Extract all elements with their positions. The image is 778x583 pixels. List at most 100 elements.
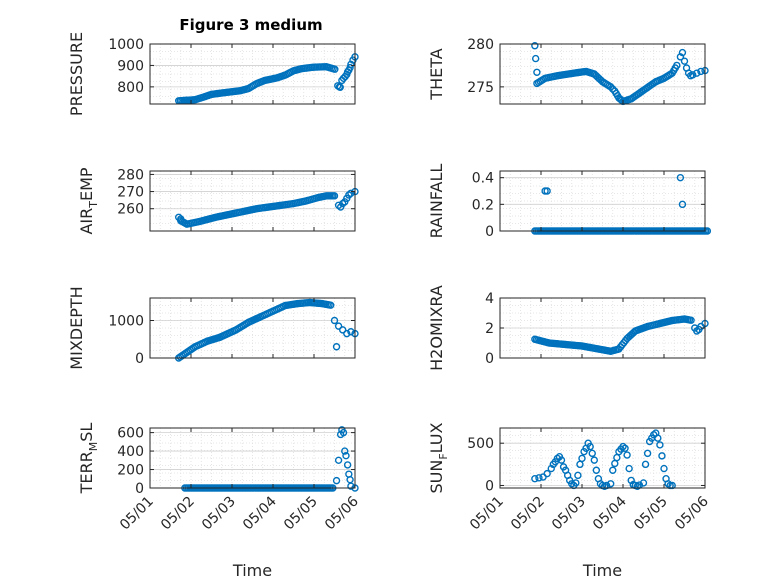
y-axis-label-subscript: M bbox=[87, 442, 100, 452]
data-point bbox=[687, 316, 695, 324]
data-point bbox=[588, 449, 596, 458]
data-point bbox=[678, 200, 687, 209]
axes-frame bbox=[149, 427, 356, 489]
subplot-pressure: 800 900 1000 PRESSURE bbox=[67, 32, 359, 116]
data-point bbox=[347, 328, 355, 336]
data-point bbox=[609, 466, 617, 474]
data-point bbox=[673, 61, 681, 70]
data-point bbox=[621, 444, 629, 452]
subplot-rainfall: 0 0.2 0.4 RAINFALL bbox=[427, 164, 712, 240]
data-point bbox=[339, 428, 348, 437]
axes-frame bbox=[499, 427, 706, 489]
data-point bbox=[543, 469, 551, 478]
data-point bbox=[342, 451, 350, 460]
y-tick-label: 280 bbox=[117, 167, 144, 183]
data-point bbox=[578, 454, 586, 463]
y-tick-label: 0 bbox=[485, 478, 494, 494]
data-point bbox=[574, 471, 582, 480]
data-point bbox=[586, 442, 594, 451]
y-tick-label: 275 bbox=[467, 80, 494, 96]
y-axis-label-main: AIR bbox=[77, 208, 96, 235]
y-axis-label: TERRMSL bbox=[77, 423, 100, 495]
subplot-theta: 275 280 THETA bbox=[427, 37, 709, 106]
data-point bbox=[609, 85, 617, 93]
y-tick-label: 0 bbox=[135, 481, 144, 497]
data-point bbox=[654, 434, 662, 442]
data-point bbox=[680, 57, 689, 65]
y-tick-label: 800 bbox=[117, 80, 144, 96]
y-tick-label: 0 bbox=[135, 351, 144, 367]
data-point bbox=[177, 215, 185, 223]
data-point bbox=[658, 452, 666, 460]
data-point bbox=[327, 301, 335, 309]
y-tick-label: 4 bbox=[485, 291, 494, 307]
data-point bbox=[533, 68, 541, 76]
y-tick-label: 900 bbox=[117, 58, 144, 74]
data-point bbox=[330, 316, 339, 325]
data-point bbox=[531, 42, 539, 50]
data-point bbox=[331, 65, 339, 73]
y-axis-label-tail: EMP bbox=[77, 167, 96, 201]
data-point bbox=[531, 475, 539, 483]
data-point bbox=[639, 479, 648, 487]
y-tick-label: 0.2 bbox=[472, 197, 494, 213]
y-tick-label: 500 bbox=[467, 436, 494, 452]
y-axis-label-tail: SL bbox=[77, 423, 96, 442]
data-point bbox=[543, 187, 551, 195]
y-axis-label: RAINFALL bbox=[427, 164, 446, 239]
axes-frame bbox=[149, 43, 356, 105]
data-point bbox=[676, 173, 685, 182]
data-point bbox=[332, 476, 341, 485]
data-point bbox=[641, 460, 650, 469]
y-tick-label: 600 bbox=[117, 426, 144, 442]
y-axis-label-main: THETA bbox=[427, 48, 446, 100]
y-axis-label-main: SUN bbox=[427, 460, 446, 494]
y-axis-label-main: MIXDEPTH bbox=[67, 286, 86, 369]
y-axis-label-main: H2OMIXRA bbox=[427, 285, 446, 371]
y-axis-label: PRESSURE bbox=[67, 32, 86, 116]
data-point bbox=[697, 67, 705, 76]
data-point bbox=[678, 48, 687, 57]
data-point bbox=[557, 456, 566, 464]
y-axis-label-main: RAINFALL bbox=[427, 164, 446, 239]
data-point bbox=[592, 466, 601, 474]
x-axis-label: Time bbox=[232, 561, 272, 580]
y-axis-label-subscript: F bbox=[437, 453, 450, 459]
data-point bbox=[607, 83, 615, 91]
y-tick-label: 400 bbox=[117, 444, 144, 460]
data-point bbox=[590, 456, 598, 464]
y-tick-label: 260 bbox=[117, 202, 144, 218]
data-point bbox=[693, 69, 701, 77]
data-point bbox=[627, 476, 635, 485]
data-point bbox=[339, 326, 347, 334]
data-point bbox=[334, 322, 343, 330]
data-point bbox=[334, 456, 343, 465]
y-tick-label: 1000 bbox=[108, 314, 144, 330]
y-axis-label-main: TERR bbox=[77, 451, 96, 494]
data-point bbox=[531, 54, 540, 63]
y-axis-label-tail: LUX bbox=[427, 422, 446, 453]
data-point bbox=[660, 464, 668, 473]
axes-frame bbox=[149, 297, 356, 359]
data-point bbox=[343, 461, 352, 469]
y-tick-label: 0 bbox=[485, 351, 494, 367]
data-point bbox=[341, 447, 349, 455]
data-point bbox=[625, 464, 633, 473]
figure-title: Figure 3 medium bbox=[179, 16, 322, 34]
data-point bbox=[607, 480, 615, 488]
data-point bbox=[656, 441, 664, 449]
data-point bbox=[343, 329, 351, 338]
data-point bbox=[347, 189, 355, 197]
data-point bbox=[347, 482, 355, 490]
data-point bbox=[535, 474, 543, 482]
data-point bbox=[346, 63, 354, 72]
data-point bbox=[623, 451, 631, 459]
y-tick-label: 200 bbox=[117, 463, 144, 479]
data-point bbox=[547, 464, 555, 473]
y-tick-label: 2 bbox=[485, 321, 494, 337]
y-axis-label: THETA bbox=[427, 48, 446, 100]
y-tick-label: 270 bbox=[117, 185, 144, 201]
y-axis-label: AIRTEMP bbox=[77, 167, 100, 234]
